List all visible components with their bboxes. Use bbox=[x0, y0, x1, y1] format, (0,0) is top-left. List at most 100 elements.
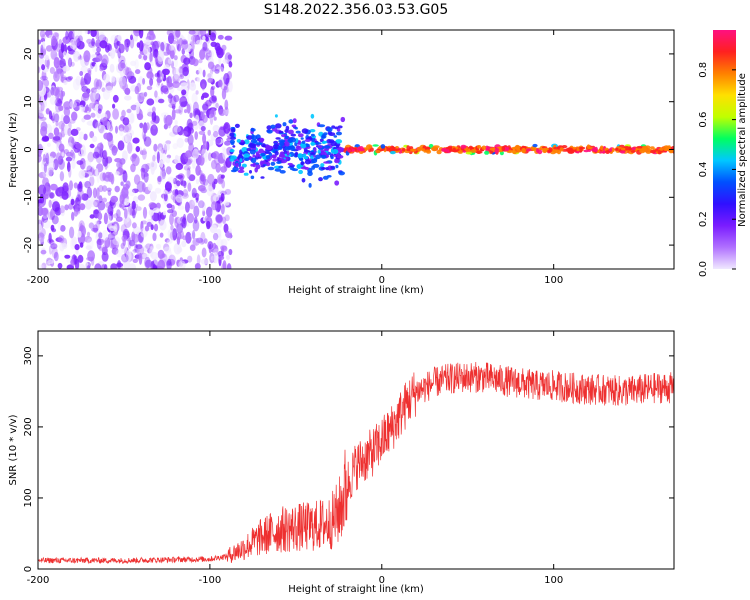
spectrogram-cell bbox=[187, 255, 193, 263]
spectrogram-cell bbox=[292, 118, 297, 124]
spectrogram-cell bbox=[258, 148, 265, 154]
spectrogram-cell bbox=[328, 139, 335, 144]
spectrogram-cell bbox=[289, 137, 297, 143]
spectrogram-cell bbox=[586, 144, 591, 149]
spectrogram-cell bbox=[229, 158, 235, 162]
spectrogram-cell bbox=[163, 143, 167, 155]
spectrogram-cell bbox=[40, 44, 44, 56]
spectrogram-cell bbox=[99, 66, 104, 72]
spectrogram-cell bbox=[476, 145, 482, 149]
spectrogram-cell bbox=[88, 222, 95, 229]
spectrogram-ytick-label: -20 bbox=[23, 237, 34, 253]
spectrogram-cell bbox=[87, 69, 92, 77]
spectrogram-cell bbox=[73, 51, 80, 58]
spectrogram-cell bbox=[262, 144, 266, 148]
spectrogram-cell bbox=[301, 128, 309, 134]
spectrogram-cell bbox=[121, 235, 128, 242]
spectrogram-cell bbox=[40, 126, 48, 137]
spectrogram-cell bbox=[141, 163, 150, 173]
spectrogram-cell bbox=[163, 246, 172, 253]
spectrogram-cell bbox=[312, 163, 320, 168]
spectrogram-cell bbox=[229, 132, 235, 137]
spectrogram-cell bbox=[278, 130, 284, 134]
spectrogram-cell bbox=[250, 128, 256, 132]
spectrogram-cell bbox=[71, 111, 78, 121]
spectrogram-cell bbox=[146, 71, 154, 79]
colorbar-tick-label: 0.6 bbox=[698, 112, 709, 128]
spectrogram-cell bbox=[317, 145, 323, 149]
spectrogram-cell bbox=[199, 173, 207, 185]
spectrogram-cell bbox=[113, 38, 119, 49]
spectrogram-cell bbox=[135, 104, 140, 115]
spectrogram-cell bbox=[149, 52, 153, 63]
spectrogram-cell bbox=[60, 42, 65, 53]
spectrogram-cell bbox=[287, 162, 293, 166]
spectrogram-cell bbox=[184, 169, 191, 177]
spectrogram-cell bbox=[187, 182, 192, 192]
spectrogram-cell bbox=[126, 249, 132, 262]
spectrogram-cell bbox=[200, 258, 209, 265]
spectrogram-cell bbox=[259, 137, 265, 142]
spectrogram-cell bbox=[138, 252, 143, 265]
spectrogram-cell bbox=[207, 51, 213, 57]
spectrogram-cell bbox=[169, 44, 175, 51]
spectrogram-cell bbox=[86, 265, 91, 269]
spectrogram-cell bbox=[45, 45, 53, 52]
figure-title: S148.2022.356.03.53.G05 bbox=[264, 2, 449, 18]
spectrogram-cell bbox=[174, 120, 178, 126]
spectrogram-cell bbox=[152, 40, 159, 52]
spectrogram-cell bbox=[48, 199, 52, 208]
spectrogram-cell bbox=[310, 142, 316, 145]
spectrogram-cell bbox=[104, 237, 111, 249]
spectrogram-cell bbox=[48, 110, 53, 120]
spectrogram-cell bbox=[494, 147, 500, 153]
colorbar: 0.0 0.2 0.4 0.6 0.8 Normalized spectral ampl… bbox=[698, 30, 748, 277]
spectrogram-cell bbox=[274, 114, 278, 118]
spectrogram-cell bbox=[476, 150, 483, 154]
spectrogram-cell bbox=[252, 162, 256, 168]
spectrogram-cell bbox=[127, 129, 135, 137]
spectrogram-cell bbox=[78, 263, 86, 269]
spectrogram-cell bbox=[250, 157, 257, 163]
spectrogram-cell bbox=[630, 150, 636, 153]
spectrogram-cell bbox=[204, 33, 211, 38]
spectrogram-cell bbox=[178, 37, 184, 46]
spectrogram-cell bbox=[206, 220, 211, 230]
spectrogram-cell bbox=[92, 151, 100, 159]
spectrogram-cell bbox=[278, 158, 285, 161]
spectrogram-cell bbox=[221, 88, 227, 100]
spectrogram-cell bbox=[48, 211, 54, 220]
spectrogram-cell bbox=[58, 235, 65, 244]
spectrogram-cell bbox=[209, 109, 214, 119]
spectrogram-cell bbox=[60, 114, 65, 124]
spectrogram-cell bbox=[447, 146, 452, 151]
spectrogram-cell bbox=[38, 237, 45, 243]
spectrogram-cell bbox=[107, 189, 112, 196]
spectrogram-cell bbox=[213, 248, 219, 255]
spectrogram-cell bbox=[204, 238, 208, 244]
spectrogram-cell bbox=[170, 224, 174, 231]
spectrogram-cell bbox=[59, 58, 66, 69]
spectrogram-cell bbox=[578, 146, 586, 150]
spectrogram-cell bbox=[295, 130, 301, 134]
spectrogram-cell bbox=[181, 48, 185, 55]
spectrogram-cell bbox=[144, 225, 150, 232]
spectrogram-cell bbox=[531, 147, 536, 151]
spectrogram-cell bbox=[43, 219, 51, 229]
spectrogram-cell bbox=[213, 178, 218, 185]
spectrogram-cell bbox=[337, 125, 343, 129]
spectrogram-cell bbox=[227, 54, 233, 60]
spectrogram-cell bbox=[142, 206, 148, 219]
spectrogram-cell bbox=[265, 155, 271, 160]
spectrogram-cell bbox=[320, 154, 327, 159]
spectrogram-cell bbox=[375, 149, 381, 154]
spectrogram-cell bbox=[665, 145, 670, 151]
spectrogram-cell bbox=[330, 165, 336, 169]
spectrogram-cell bbox=[114, 171, 120, 176]
spectrogram-cell bbox=[47, 156, 54, 164]
spectrogram-cell bbox=[132, 258, 138, 263]
spectrogram-cell bbox=[92, 135, 98, 143]
spectrogram-ytick-label: 0 bbox=[23, 146, 34, 152]
spectrogram-cell bbox=[117, 62, 124, 72]
spectrogram-cell bbox=[84, 180, 91, 189]
